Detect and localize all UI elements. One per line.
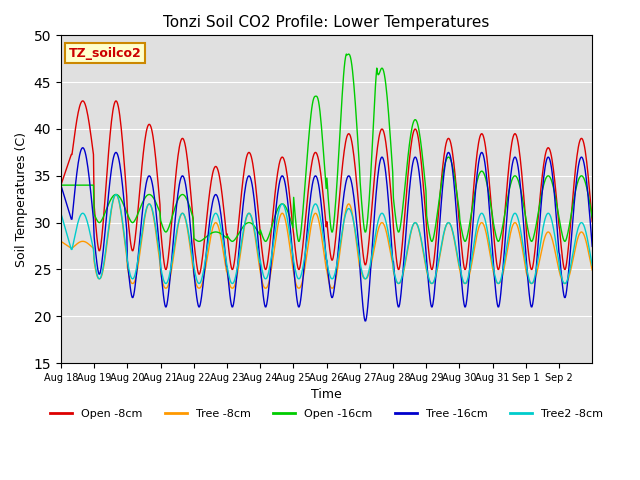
Text: TZ_soilco2: TZ_soilco2 — [69, 47, 141, 60]
X-axis label: Time: Time — [311, 388, 342, 401]
Y-axis label: Soil Temperatures (C): Soil Temperatures (C) — [15, 132, 28, 267]
Legend: Open -8cm, Tree -8cm, Open -16cm, Tree -16cm, Tree2 -8cm: Open -8cm, Tree -8cm, Open -16cm, Tree -… — [46, 404, 607, 423]
Title: Tonzi Soil CO2 Profile: Lower Temperatures: Tonzi Soil CO2 Profile: Lower Temperatur… — [163, 15, 490, 30]
